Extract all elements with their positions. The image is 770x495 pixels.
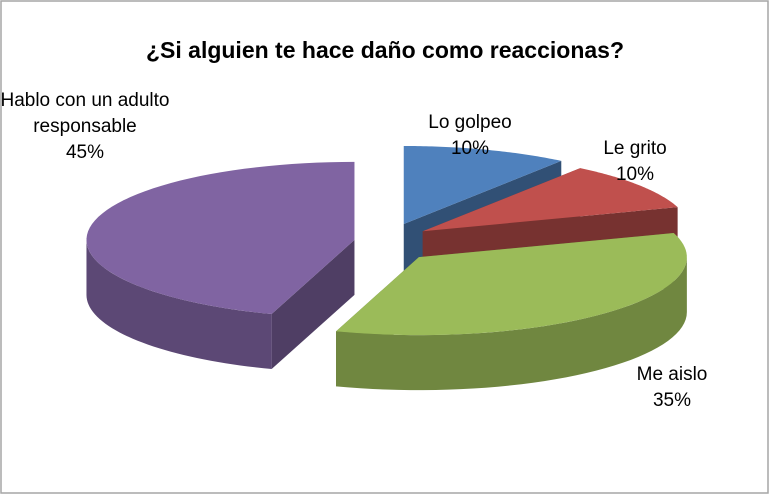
pie-slice xyxy=(86,161,355,370)
category-label: Hablo con un adulto responsable xyxy=(0,90,170,137)
data-label: Me aislo 35% xyxy=(612,362,732,414)
chart-title: ¿Si alguien te hace daño como reaccionas… xyxy=(146,37,624,63)
data-label: Le grito 10% xyxy=(585,136,685,188)
slice-wall xyxy=(336,257,687,391)
value-label: 35% xyxy=(652,390,692,411)
slice-top xyxy=(422,168,678,232)
category-label: Me aislo xyxy=(636,364,708,385)
data-label: Lo golpeo 10% xyxy=(415,110,525,162)
slice-wall xyxy=(86,239,272,370)
category-label: Lo golpeo xyxy=(428,112,512,133)
slice-side xyxy=(271,239,355,370)
slice-top xyxy=(336,233,687,336)
value-label: 10% xyxy=(450,138,490,159)
category-label: Le grito xyxy=(603,138,667,159)
data-label: Hablo con un adulto responsable 45% xyxy=(0,88,170,166)
slice-top xyxy=(86,161,355,315)
value-label: 45% xyxy=(65,142,105,163)
value-label: 10% xyxy=(615,164,655,185)
pie-slice xyxy=(336,233,687,391)
slice-top xyxy=(403,145,562,224)
